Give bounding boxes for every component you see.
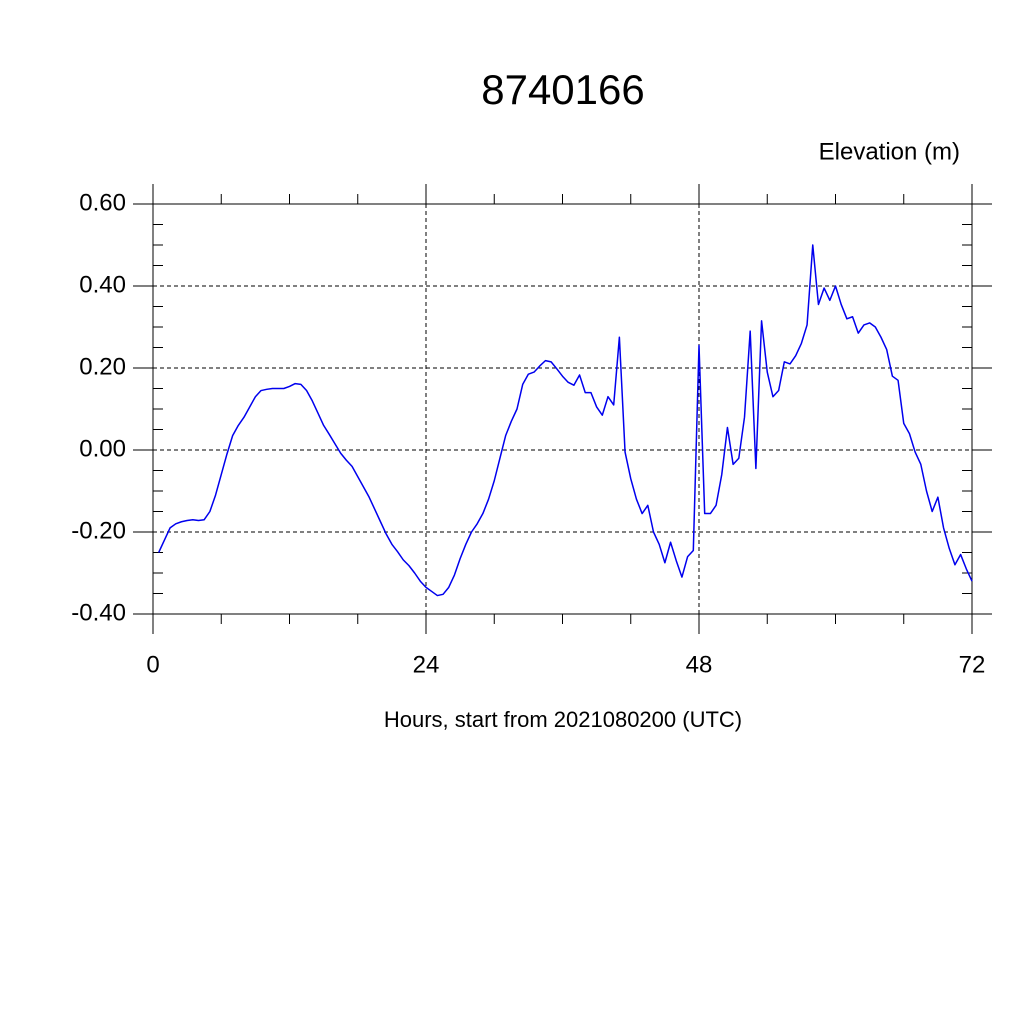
data-line bbox=[158, 244, 973, 597]
y-tick-label: 0.40 bbox=[79, 271, 126, 298]
x-axis-label: Hours, start from 2021080200 (UTC) bbox=[384, 707, 742, 732]
y-tick-label: 0.00 bbox=[79, 435, 126, 462]
chart-subtitle: Elevation (m) bbox=[819, 138, 960, 165]
y-tick-label: 0.60 bbox=[79, 189, 126, 216]
x-tick-label: 24 bbox=[413, 651, 440, 678]
y-tick-label: -0.40 bbox=[71, 599, 126, 626]
chart-title: 8740166 bbox=[481, 66, 645, 113]
x-tick-label: 72 bbox=[959, 651, 986, 678]
x-tick-label: 0 bbox=[146, 651, 159, 678]
plot-frame bbox=[152, 203, 973, 615]
y-tick-label: -0.20 bbox=[71, 517, 126, 544]
y-tick-label: 0.20 bbox=[79, 353, 126, 380]
x-tick-label: 48 bbox=[686, 651, 713, 678]
